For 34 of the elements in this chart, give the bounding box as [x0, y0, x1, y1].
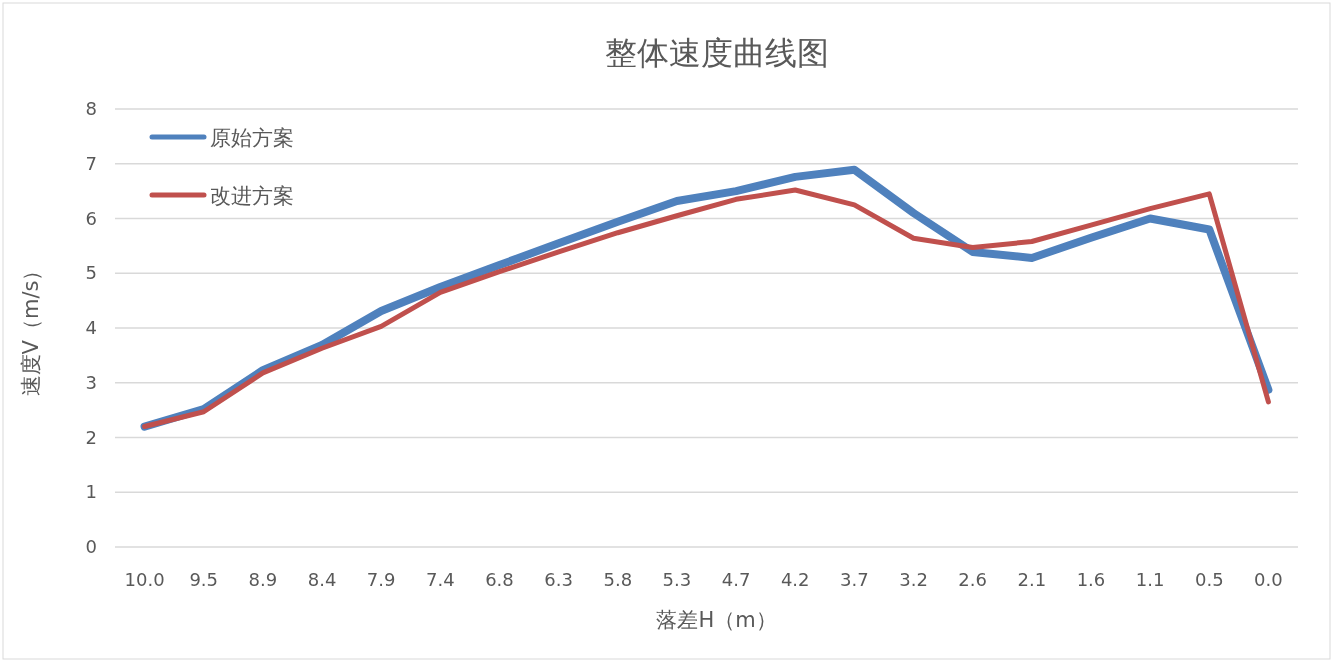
x-tick-label: 6.8	[485, 569, 514, 590]
x-tick-label: 3.2	[899, 569, 928, 590]
y-tick-label: 1	[85, 481, 97, 503]
legend-label: 原始方案	[210, 126, 294, 150]
y-tick-label: 7	[85, 152, 97, 174]
x-tick-label: 7.4	[426, 569, 455, 590]
x-tick-label: 10.0	[124, 569, 165, 590]
x-tick-label: 0.5	[1194, 569, 1224, 590]
x-tick-label: 0.0	[1254, 569, 1283, 590]
x-tick-label: 3.7	[840, 569, 869, 590]
x-axis-title: 落差H（m）	[656, 608, 777, 632]
x-tick-label: 5.3	[662, 569, 692, 590]
y-tick-label: 2	[85, 426, 97, 448]
x-tick-label: 5.8	[603, 569, 633, 590]
y-tick-label: 5	[85, 262, 97, 284]
x-tick-label: 2.1	[1017, 569, 1047, 590]
y-tick-label: 3	[85, 371, 97, 393]
y-tick-label: 6	[85, 207, 97, 229]
x-tick-label: 9.5	[189, 569, 219, 590]
x-tick-label: 4.2	[780, 569, 810, 590]
x-tick-label: 1.6	[1076, 569, 1106, 590]
x-tick-label: 2.6	[958, 569, 987, 590]
chart-title: 整体速度曲线图	[604, 34, 829, 72]
x-tick-label: 8.9	[248, 569, 278, 590]
y-tick-label: 8	[85, 98, 97, 119]
x-tick-label: 7.9	[366, 569, 396, 590]
x-tick-label: 8.4	[307, 569, 337, 590]
y-axis-title: 速度V（m/s）	[19, 259, 43, 397]
x-tick-label: 6.3	[544, 569, 573, 590]
y-tick-label: 4	[85, 317, 97, 338]
legend-label: 改进方案	[210, 184, 294, 208]
x-tick-label: 1.1	[1135, 569, 1165, 590]
x-tick-label: 4.7	[721, 569, 751, 590]
y-tick-label: 0	[85, 536, 97, 557]
